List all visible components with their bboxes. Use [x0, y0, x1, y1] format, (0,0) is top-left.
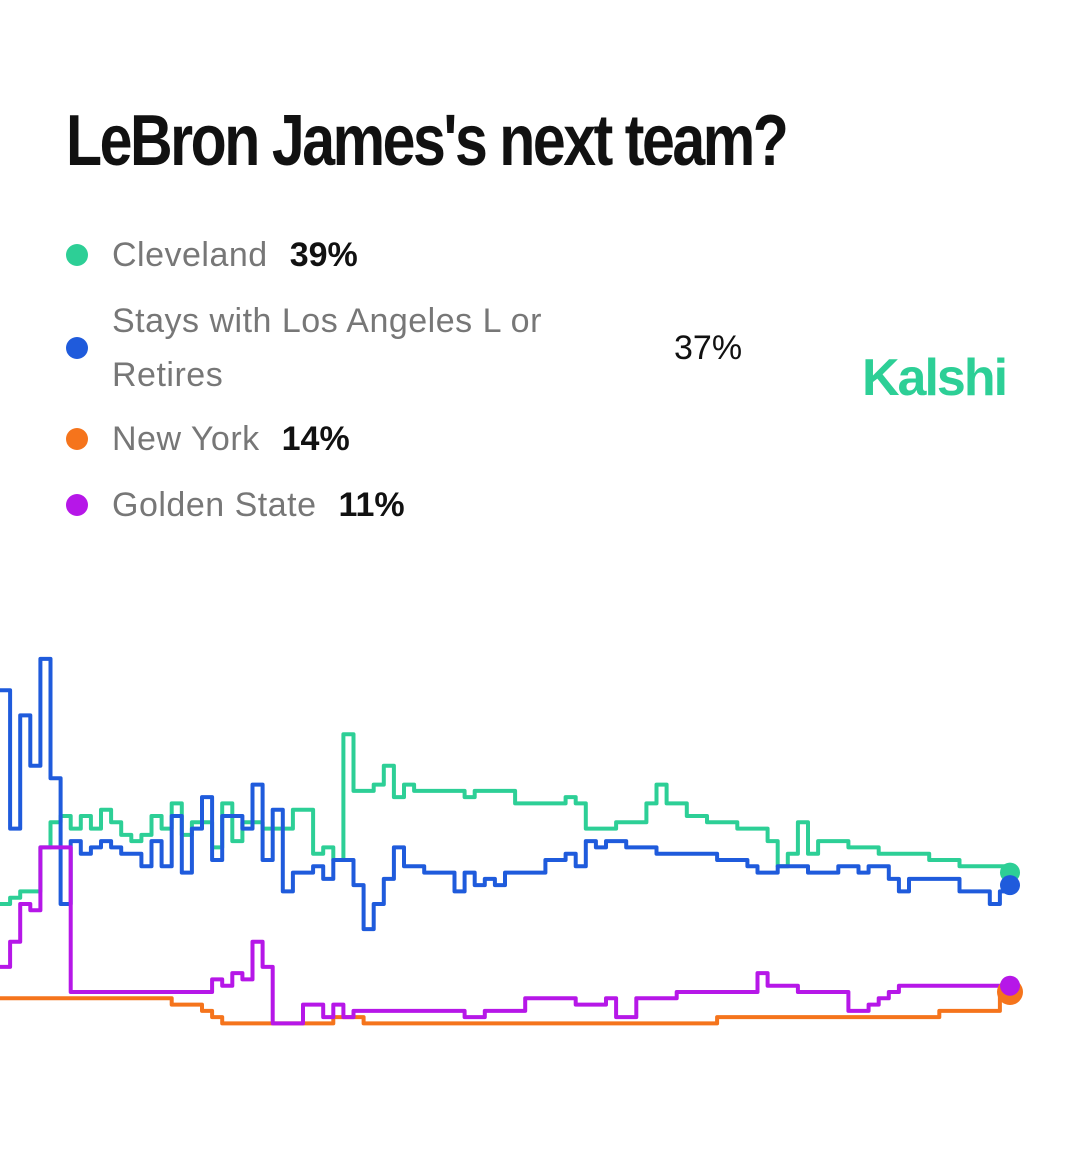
legend-dot-cleveland [66, 244, 88, 266]
legend-item-los-angeles[interactable]: Stays with Los Angeles L or Retires 37% [66, 294, 806, 402]
legend-item-cleveland[interactable]: Cleveland 39% [66, 228, 806, 282]
series-line-0 [0, 732, 1012, 906]
legend-item-golden-state[interactable]: Golden State 11% [66, 478, 806, 532]
legend-label: Stays with Los Angeles L or Retires [112, 302, 542, 394]
kalshi-logo: Kalshi [862, 349, 1008, 407]
legend-dot-new-york [66, 428, 88, 450]
series-line-1 [0, 656, 1012, 932]
series-end-point-3[interactable] [1000, 975, 1020, 996]
legend-dot-los-angeles [66, 337, 88, 359]
legend-label: Golden State [112, 486, 317, 524]
line-chart [0, 656, 1023, 1026]
chart-title: LeBron James's next team? [66, 101, 789, 181]
legend-value: 37% [674, 329, 743, 367]
legend-label: Cleveland [112, 236, 268, 274]
legend-dot-golden-state [66, 494, 88, 516]
legend-label: New York [112, 420, 260, 458]
legend-value: 11% [338, 486, 405, 524]
legend-value: 39% [289, 236, 358, 274]
series-line-3 [0, 845, 1010, 1026]
legend-item-new-york[interactable]: New York 14% [66, 412, 806, 466]
legend: Cleveland 39% Stays with Los Angeles L o… [66, 228, 806, 532]
series-line-2 [0, 990, 1010, 1026]
legend-value: 14% [281, 420, 350, 458]
series-end-point-1[interactable] [1000, 875, 1020, 896]
